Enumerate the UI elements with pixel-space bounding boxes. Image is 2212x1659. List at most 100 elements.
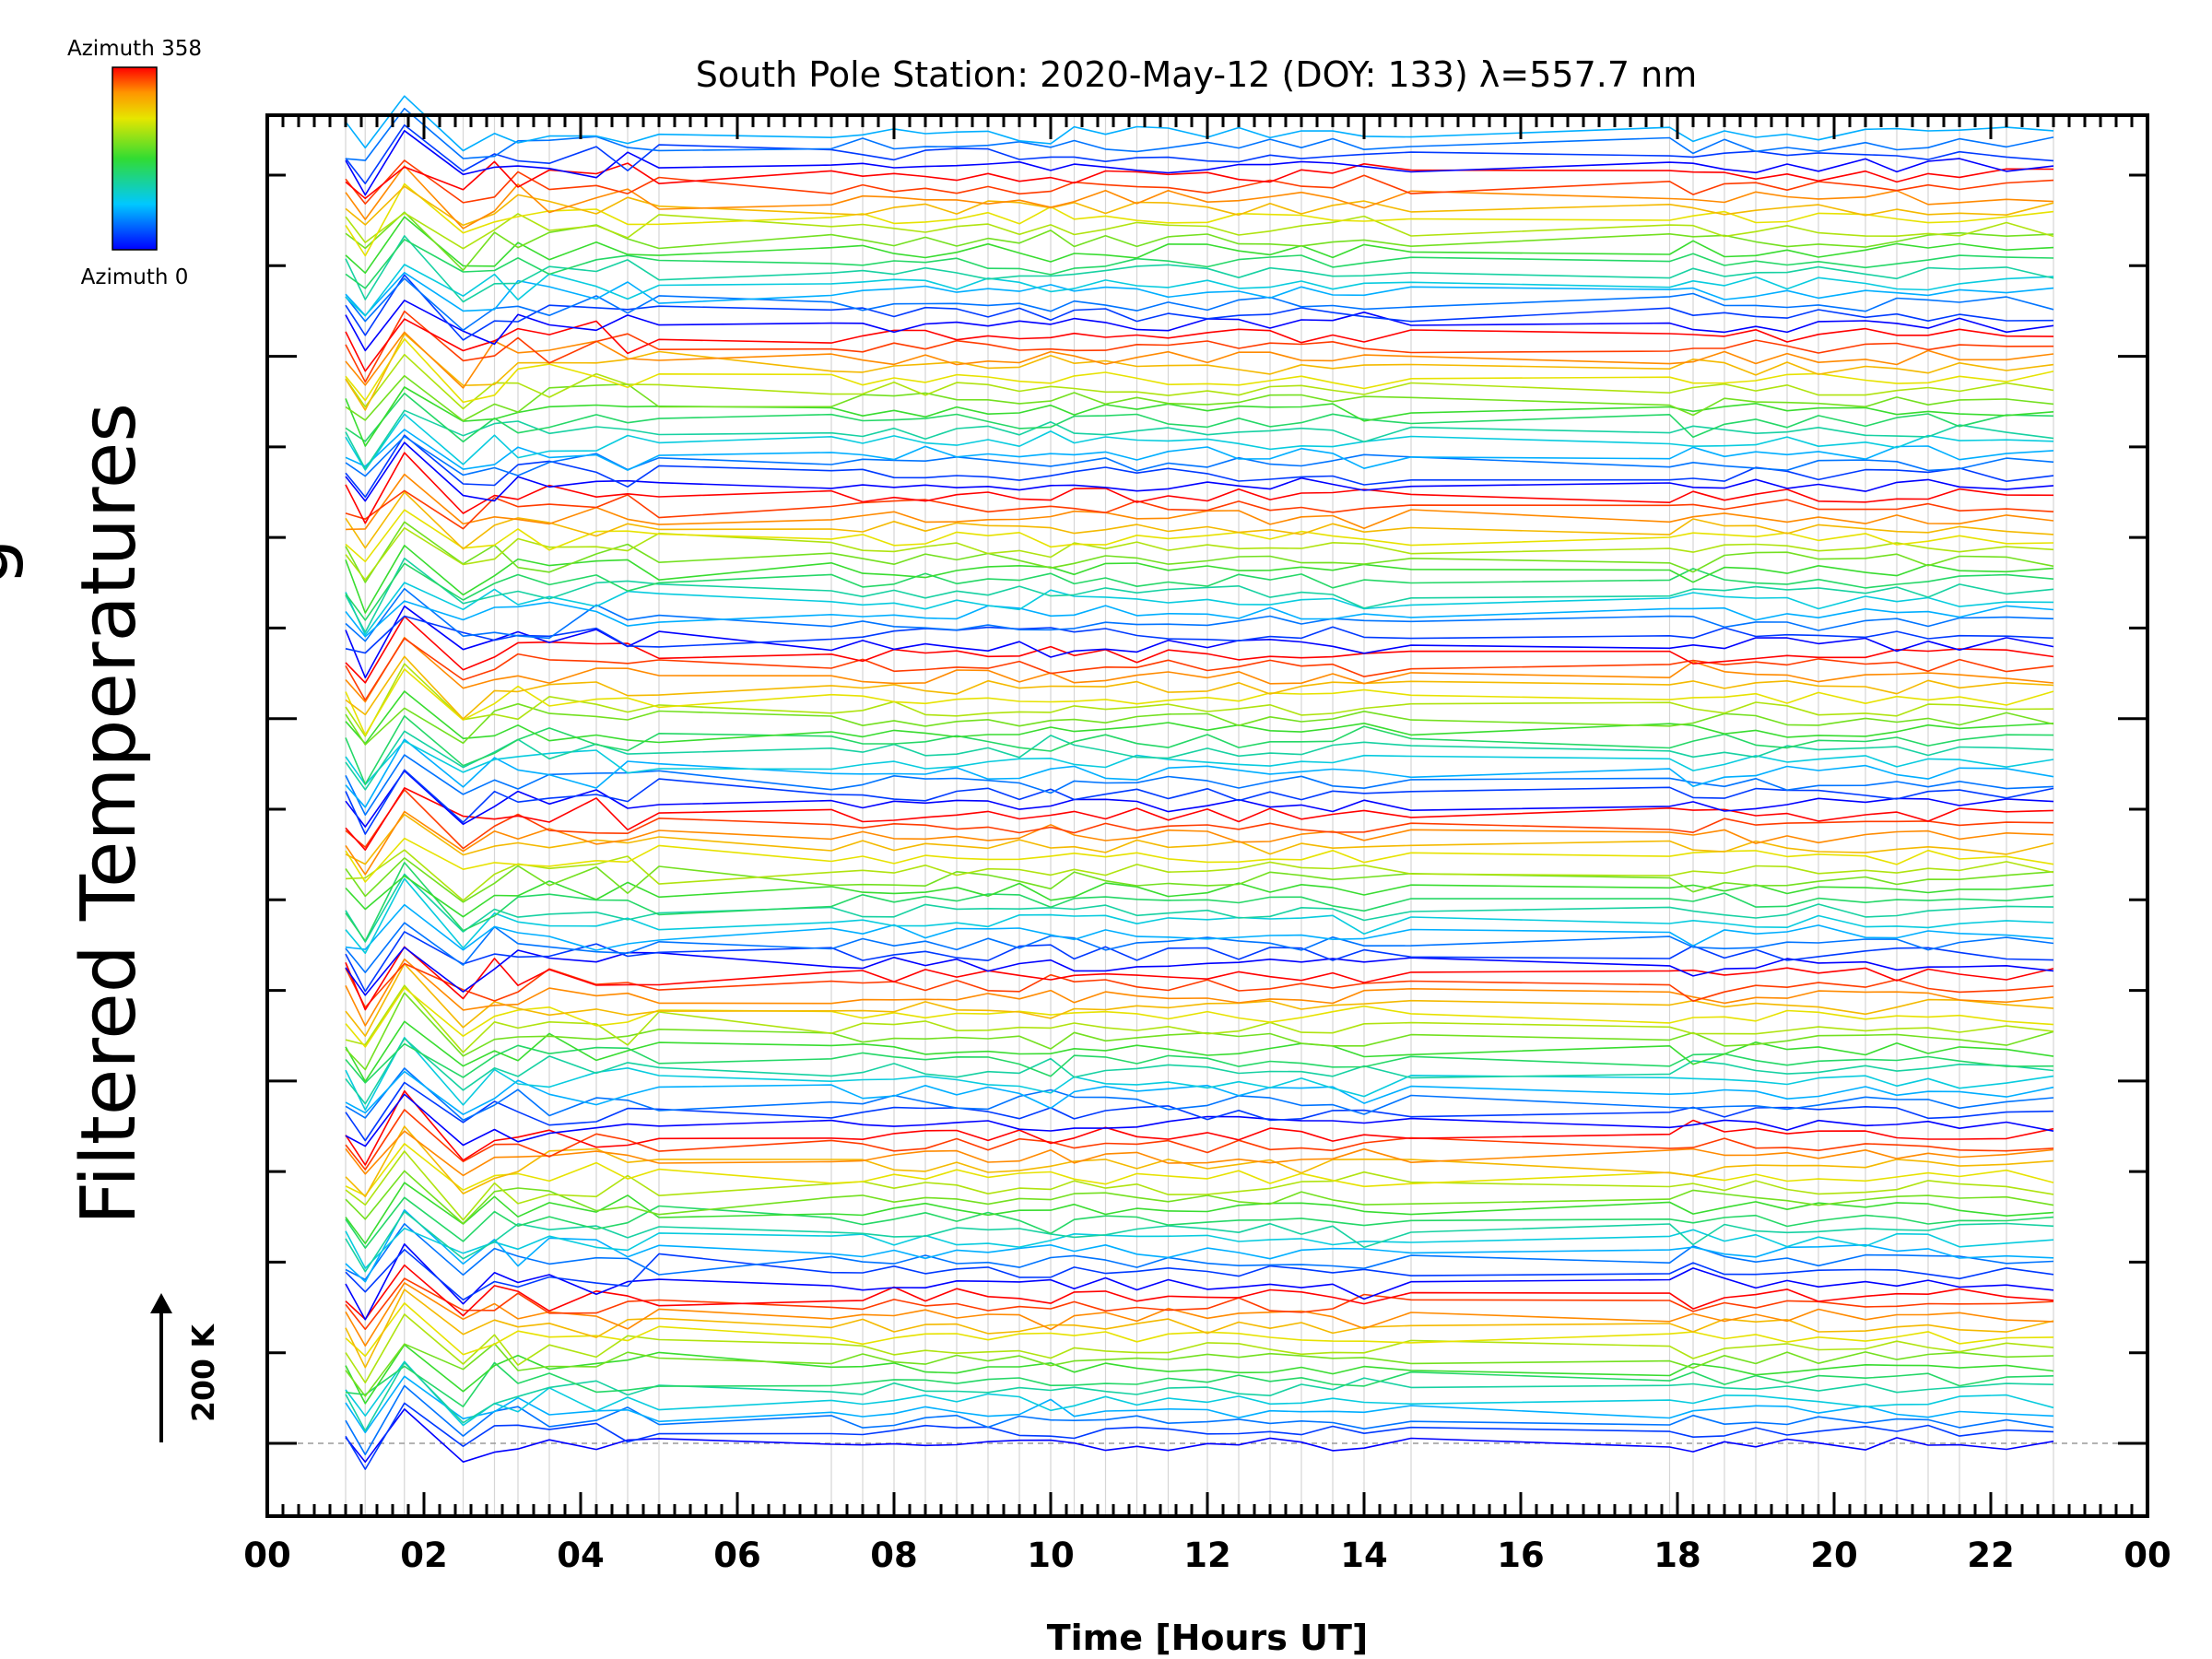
- series-line: [345, 615, 2054, 684]
- series-line: [345, 1081, 2054, 1142]
- series-line: [345, 962, 2054, 1008]
- y-axis-label-clipped: g: [0, 538, 26, 586]
- plot-frame: [265, 113, 2149, 1518]
- series-line: [345, 392, 2054, 443]
- colorbar: Azimuth 358 Azimuth 0: [67, 37, 202, 289]
- series-line: [345, 637, 2054, 701]
- x-tick-label: 00: [243, 1535, 291, 1575]
- series-line: [345, 1210, 2054, 1273]
- series-line: [345, 337, 2054, 404]
- series-line: [345, 738, 2054, 808]
- series-line: [345, 1282, 2054, 1347]
- series-line: [345, 185, 2054, 227]
- series-line: [345, 1277, 2054, 1330]
- series-line: [345, 582, 2054, 636]
- series-line: [345, 435, 2054, 477]
- series-line: [345, 947, 2054, 996]
- series-line: [345, 600, 2054, 638]
- series-line: [345, 1243, 2054, 1321]
- series-line: [345, 1223, 2054, 1281]
- series-line: [345, 310, 2054, 383]
- series-line: [345, 813, 2054, 865]
- series-line: [345, 1313, 2054, 1383]
- series-line: [345, 264, 2054, 317]
- series-line: [345, 429, 2054, 471]
- series-line: [345, 636, 2054, 703]
- series-line: [345, 962, 2054, 1037]
- x-tick-label: 06: [713, 1535, 761, 1575]
- series-line: [345, 769, 2054, 835]
- series-line: [345, 526, 2054, 582]
- colorbar-bottom-label: Azimuth 0: [81, 265, 189, 289]
- series-line: [345, 124, 2054, 184]
- series-line: [345, 810, 2054, 876]
- axis-ticks: [265, 115, 2149, 1516]
- series-line: [345, 1125, 2054, 1198]
- x-tick-label: 20: [1810, 1535, 1858, 1575]
- x-tick-label: 22: [1967, 1535, 2015, 1575]
- x-tick-label: 16: [1497, 1535, 1545, 1575]
- series-line: [345, 409, 2054, 470]
- series-line: [345, 235, 2054, 303]
- series-line: [345, 875, 2054, 918]
- series-line: [345, 931, 2054, 993]
- series-line: [345, 984, 2054, 1053]
- series-line: [345, 1402, 2054, 1470]
- series-line: [345, 277, 2054, 332]
- series-line: [345, 1375, 2054, 1434]
- series-line: [345, 318, 2054, 372]
- series-line: [345, 434, 2054, 499]
- series-line: [345, 413, 2054, 471]
- series-line: [345, 1067, 2054, 1122]
- series-line: [345, 715, 2054, 785]
- scale-bar: 200 K: [150, 1293, 221, 1442]
- series-line: [345, 849, 2054, 901]
- series-line: [345, 130, 2054, 196]
- series-line: [345, 1093, 2054, 1147]
- series-line: [345, 1384, 2054, 1455]
- series-line: [345, 1070, 2054, 1115]
- series-line: [345, 587, 2054, 642]
- series-line: [345, 702, 2054, 746]
- series-line: [345, 1020, 2054, 1083]
- series-line: [345, 837, 2054, 883]
- series-line: [345, 1360, 2054, 1427]
- series-line: [345, 922, 2054, 973]
- series-line: [345, 1150, 2054, 1221]
- x-tick-label: 14: [1340, 1535, 1388, 1575]
- series-line: [345, 452, 2054, 524]
- series-line: [345, 787, 2054, 852]
- series-line: [345, 1209, 2054, 1283]
- series-line: [345, 754, 2054, 817]
- series-line: [345, 300, 2054, 352]
- x-tick-label: 04: [557, 1535, 605, 1575]
- series-line: [345, 95, 2054, 152]
- series-line: [345, 473, 2054, 531]
- series-line: [345, 992, 2054, 1071]
- series-line: [345, 1143, 2054, 1196]
- series-line: [345, 1182, 2054, 1244]
- series-line: [345, 1343, 2054, 1397]
- x-tick-label: 10: [1027, 1535, 1075, 1575]
- series-line: [345, 274, 2054, 341]
- series-line: [345, 1170, 2054, 1225]
- series-line: [345, 216, 2054, 275]
- series-line: [345, 1089, 2054, 1166]
- series-line: [345, 331, 2054, 389]
- x-tick-label: 00: [2124, 1535, 2171, 1575]
- series-line: [345, 1037, 2054, 1111]
- scale-bar-label: 200 K: [185, 1324, 221, 1422]
- series-line: [345, 509, 2054, 563]
- x-tick-label: 02: [400, 1535, 448, 1575]
- chart-title: South Pole Station: 2020-May-12 (DOY: 13…: [696, 54, 1697, 95]
- series-line: [345, 770, 2054, 828]
- series-line: [345, 958, 2054, 1027]
- series-line: [345, 1037, 2054, 1105]
- series-line: [345, 1344, 2054, 1405]
- series-line: [345, 986, 2054, 1048]
- series-line: [345, 690, 2054, 745]
- series-line: [345, 862, 2054, 942]
- series-line: [345, 903, 2054, 951]
- series-line: [345, 1408, 2054, 1463]
- series-line: [345, 1249, 2054, 1301]
